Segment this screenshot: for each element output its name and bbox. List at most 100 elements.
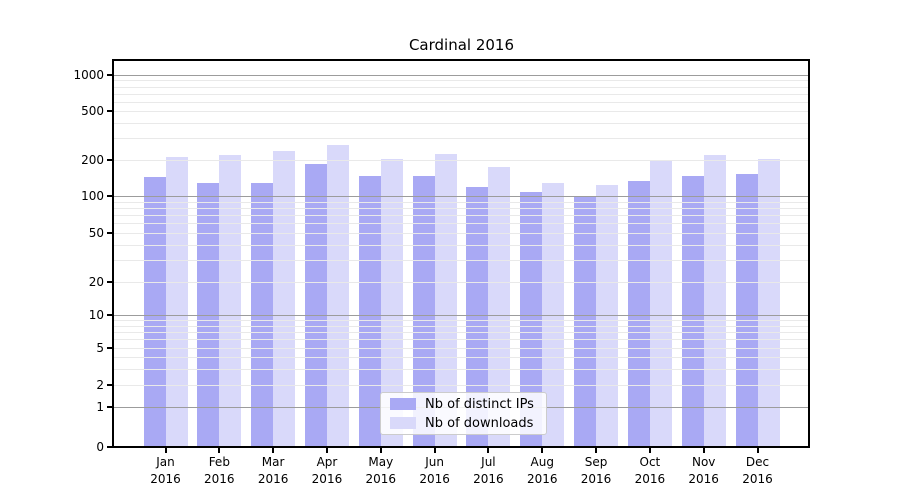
gridline-minor-90 bbox=[114, 201, 809, 203]
gridline-minor-5 bbox=[114, 348, 809, 349]
y-tick-100 bbox=[107, 195, 112, 197]
gridline-major-10 bbox=[114, 315, 809, 316]
bar-nb-of-downloads-mar-2016 bbox=[273, 150, 296, 447]
y-tick-10 bbox=[107, 314, 112, 316]
legend-label-downloads: Nb of downloads bbox=[425, 415, 534, 431]
gridline-minor-600 bbox=[114, 101, 809, 103]
gridline-minor-3 bbox=[114, 368, 809, 370]
gridline-minor-800 bbox=[114, 86, 809, 88]
x-tick-label-mar-2016: Mar 2016 bbox=[257, 455, 289, 486]
y-tick-2 bbox=[107, 384, 112, 386]
bar-nb-of-distinct-ips-jun-2016 bbox=[412, 175, 435, 447]
y-tick-0 bbox=[107, 445, 112, 448]
x-tick-label-jun-2016: Jun 2016 bbox=[419, 455, 450, 486]
y-tick-label-5: 5 bbox=[96, 341, 104, 355]
x-tick-mar-2016 bbox=[272, 448, 275, 453]
y-tick-label-0: 0 bbox=[96, 439, 104, 454]
y-tick-200 bbox=[107, 159, 112, 161]
bar-nb-of-distinct-ips-jan-2016 bbox=[143, 176, 166, 447]
bar-nb-of-downloads-jan-2016 bbox=[165, 157, 188, 447]
bar-nb-of-downloads-jul-2016 bbox=[488, 167, 511, 447]
gridline-minor-9 bbox=[114, 320, 809, 322]
gridline-minor-60 bbox=[114, 223, 809, 225]
bar-nb-of-distinct-ips-nov-2016 bbox=[681, 176, 704, 447]
bar-nb-of-distinct-ips-aug-2016 bbox=[520, 192, 543, 447]
x-tick-label-nov-2016: Nov 2016 bbox=[688, 455, 719, 486]
x-tick-label-aug-2016: Aug 2016 bbox=[526, 455, 558, 486]
x-tick-sep-2016 bbox=[595, 448, 598, 453]
gridline-minor-2 bbox=[114, 385, 809, 386]
y-tick-label-50: 50 bbox=[88, 226, 104, 240]
gridline-minor-80 bbox=[114, 207, 809, 209]
bar-nb-of-downloads-may-2016 bbox=[380, 158, 403, 447]
x-tick-jul-2016 bbox=[487, 448, 490, 453]
bar-nb-of-distinct-ips-dec-2016 bbox=[735, 174, 758, 447]
gridline-minor-400 bbox=[114, 122, 809, 124]
x-tick-label-apr-2016: Apr 2016 bbox=[311, 455, 343, 486]
bar-nb-of-downloads-aug-2016 bbox=[542, 182, 565, 447]
legend-item-downloads: Nb of downloads bbox=[390, 416, 537, 431]
x-tick-label-dec-2016: Dec 2016 bbox=[742, 455, 773, 486]
x-tick-jun-2016 bbox=[433, 448, 436, 453]
x-tick-nov-2016 bbox=[702, 448, 705, 453]
x-tick-dec-2016 bbox=[756, 448, 759, 453]
y-tick-label-1: 1 bbox=[96, 400, 104, 414]
x-tick-label-sep-2016: Sep 2016 bbox=[580, 455, 612, 486]
legend-item-distinct-ips: Nb of distinct IPs bbox=[390, 397, 537, 412]
legend-swatch-downloads bbox=[390, 417, 416, 429]
gridline-minor-40 bbox=[114, 244, 809, 246]
bar-nb-of-downloads-feb-2016 bbox=[219, 154, 242, 447]
legend: Nb of distinct IPs Nb of downloads bbox=[380, 392, 547, 435]
gridline-minor-50 bbox=[114, 233, 809, 234]
bar-nb-of-distinct-ips-may-2016 bbox=[358, 175, 381, 447]
y-tick-label-20: 20 bbox=[88, 275, 104, 289]
bar-nb-of-distinct-ips-sep-2016 bbox=[574, 196, 597, 447]
x-tick-label-jan-2016: Jan 2016 bbox=[150, 455, 181, 486]
y-tick-20 bbox=[107, 281, 112, 283]
x-tick-feb-2016 bbox=[218, 448, 221, 453]
gridline-major-100 bbox=[114, 196, 809, 197]
bar-nb-of-downloads-nov-2016 bbox=[703, 155, 726, 447]
y-tick-label-1000: 1000 bbox=[73, 68, 104, 82]
y-tick-label-200: 200 bbox=[81, 153, 104, 167]
legend-swatch-distinct-ips bbox=[390, 398, 416, 410]
gridline-minor-6 bbox=[114, 339, 809, 341]
x-tick-apr-2016 bbox=[325, 448, 328, 453]
bar-nb-of-distinct-ips-apr-2016 bbox=[304, 164, 327, 447]
bar-nb-of-distinct-ips-jul-2016 bbox=[466, 186, 489, 447]
gridline-minor-200 bbox=[114, 160, 809, 161]
gridline-minor-300 bbox=[114, 138, 809, 140]
y-tick-label-10: 10 bbox=[88, 308, 104, 322]
gridline-minor-900 bbox=[114, 80, 809, 82]
legend-label-distinct-ips: Nb of distinct IPs bbox=[425, 396, 534, 412]
y-tick-1000 bbox=[107, 74, 112, 76]
y-tick-1 bbox=[107, 406, 112, 408]
y-tick-50 bbox=[107, 232, 112, 234]
gridline-minor-30 bbox=[114, 260, 809, 262]
bar-nb-of-downloads-dec-2016 bbox=[757, 158, 780, 447]
gridline-minor-20 bbox=[114, 282, 809, 283]
x-tick-label-feb-2016: Feb 2016 bbox=[204, 455, 235, 486]
gridline-minor-4 bbox=[114, 357, 809, 358]
gridline-major-1000 bbox=[114, 75, 809, 76]
gridline-minor-70 bbox=[114, 215, 809, 217]
bar-nb-of-downloads-apr-2016 bbox=[326, 144, 349, 447]
x-tick-label-oct-2016: Oct 2016 bbox=[634, 455, 666, 486]
y-tick-label-2: 2 bbox=[96, 378, 104, 392]
x-tick-label-jul-2016: Jul 2016 bbox=[473, 455, 504, 486]
gridline-minor-700 bbox=[114, 93, 809, 95]
y-tick-500 bbox=[107, 110, 112, 112]
x-tick-jan-2016 bbox=[164, 448, 167, 453]
gridline-minor-500 bbox=[114, 111, 809, 112]
y-tick-5 bbox=[107, 347, 112, 349]
gridline-minor-7 bbox=[114, 331, 809, 333]
chart-title: Cardinal 2016 bbox=[408, 36, 515, 54]
x-tick-oct-2016 bbox=[648, 448, 651, 453]
x-tick-label-may-2016: May 2016 bbox=[365, 455, 397, 486]
y-tick-label-500: 500 bbox=[81, 104, 104, 118]
bar-nb-of-distinct-ips-oct-2016 bbox=[627, 180, 650, 447]
